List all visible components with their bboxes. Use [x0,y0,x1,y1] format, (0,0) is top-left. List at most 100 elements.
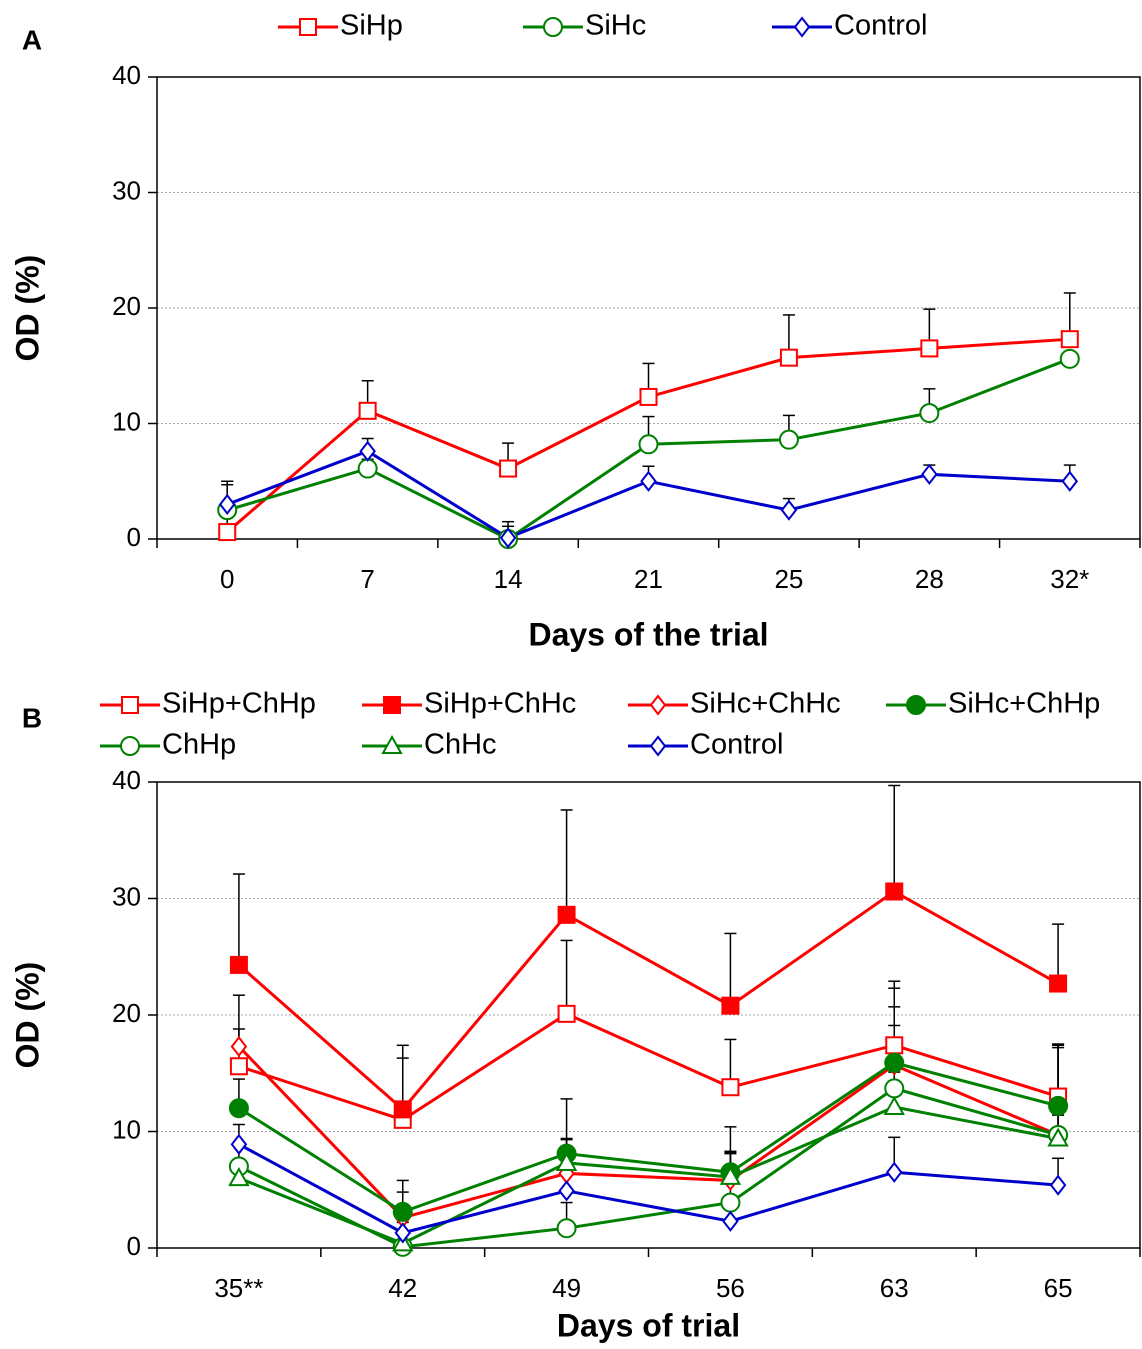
legend-label: SiHp+ChHp [162,688,316,720]
plot-frame [156,76,1141,540]
legend-label: ChHc [424,729,497,761]
x-tick-label: 56 [716,1273,745,1303]
series-line [226,449,1070,540]
data-point [392,1201,413,1222]
data-point [1047,1127,1069,1147]
data-point [357,458,378,479]
data-point [1061,470,1079,492]
legend-label: SiHc+ChHc [690,688,841,720]
y-tick-label: 40 [112,60,141,90]
y-tick-label: 0 [127,1231,141,1261]
x-tick-label: 49 [552,1273,581,1303]
data-point [556,1218,577,1239]
x-tick-label: 0 [220,564,234,594]
y-axis-title: OD (%) [9,255,45,362]
legend-marker [649,694,667,716]
legend-label: Control [834,10,928,42]
panel-label: A [22,24,42,55]
legend-marker [381,734,403,754]
legend-marker [383,696,401,714]
legend-marker [906,695,926,715]
panel-label: B [22,702,42,733]
legend-marker [299,18,317,36]
data-point [640,470,657,492]
data-point [639,387,658,406]
data-point [884,1052,905,1073]
data-point [721,996,740,1015]
legend-label: Control [690,729,784,761]
y-tick-label: 30 [112,881,141,911]
data-point [778,429,799,450]
legend-label: SiHp [340,10,403,42]
x-tick-label: 14 [494,564,523,594]
data-point [1049,1174,1067,1196]
legend-marker [649,735,667,757]
data-point [885,882,904,901]
data-point [719,1165,742,1185]
data-point [228,1098,249,1119]
data-point [393,1100,412,1119]
data-point [1048,1095,1069,1116]
data-point [885,1036,904,1055]
data-point [555,1151,578,1171]
data-point [394,1222,412,1244]
x-tick-label: 32* [1050,564,1089,594]
x-tick-label: 42 [388,1273,417,1303]
data-point [358,401,377,420]
data-point [921,463,938,485]
data-point [920,339,939,358]
y-tick-label: 40 [112,765,141,795]
data-point [720,1192,741,1213]
series-line [237,1045,1059,1220]
series-line [238,1105,1059,1245]
y-tick-label: 10 [112,1114,141,1144]
legend-marker [543,17,563,37]
y-tick-label: 30 [112,175,141,205]
legend-label: ChHp [162,729,236,761]
data-point [230,1035,248,1058]
series-line [238,1142,1059,1235]
y-tick-label: 0 [127,522,141,552]
data-point [1059,348,1080,369]
legend-label: SiHc [585,10,646,42]
data-point [638,434,659,455]
data-point [359,440,376,462]
series-line [238,1061,1059,1214]
x-axis-title: Days of trial [557,1307,740,1343]
x-tick-label: 7 [360,564,374,594]
legend-label: SiHp+ChHc [424,688,576,720]
x-tick-label: 28 [915,564,944,594]
x-tick-label: 65 [1044,1273,1073,1303]
y-tick-label: 20 [112,998,141,1028]
x-tick-label: 63 [880,1273,909,1303]
x-tick-label: 21 [634,564,663,594]
data-point [1049,974,1068,993]
data-point [884,1078,905,1099]
y-tick-label: 20 [112,291,141,321]
data-point [228,1167,250,1187]
data-point [721,1078,740,1097]
legend-marker [793,16,811,38]
data-point [229,1057,248,1076]
series-line [238,1086,1059,1249]
data-point [230,1133,248,1155]
data-point [557,905,576,924]
legend-marker [120,736,140,756]
data-point [229,955,248,974]
data-point [218,493,236,515]
x-tick-label: 35** [214,1273,263,1303]
data-point [722,1210,739,1232]
data-point [779,348,798,367]
data-point [919,403,940,424]
x-tick-label: 25 [774,564,803,594]
legend-marker [121,696,139,714]
series-line [237,889,1059,1112]
data-point [218,523,237,542]
data-point [885,1161,903,1183]
data-point [883,1095,905,1116]
data-point [499,527,517,549]
data-point [1060,330,1079,349]
data-point [558,1180,575,1202]
